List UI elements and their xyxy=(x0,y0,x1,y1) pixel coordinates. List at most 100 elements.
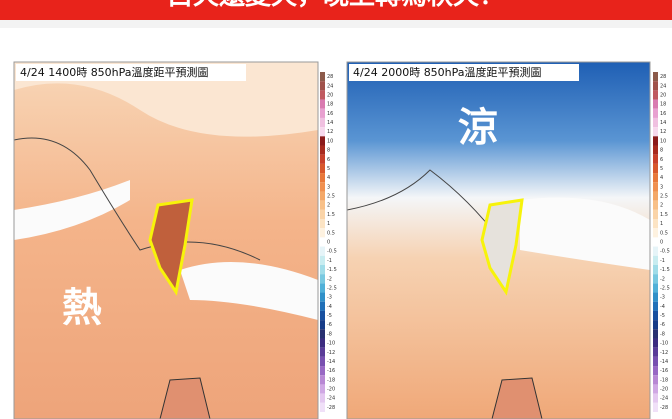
colorbar-label: 10 xyxy=(660,138,666,144)
colorbar-label: 12 xyxy=(327,129,333,135)
colorbar-label: -2 xyxy=(660,276,665,282)
colorbar-swatch xyxy=(320,283,325,293)
colorbar-label: 0.5 xyxy=(327,230,335,236)
colorbar-label: -1 xyxy=(327,258,332,264)
colorbar-swatch xyxy=(320,209,325,220)
colorbar-swatch xyxy=(653,292,658,302)
colorbar-swatch xyxy=(653,274,658,284)
map-right xyxy=(347,62,650,419)
colorbar-swatch xyxy=(653,320,658,330)
colorbar-label: -18 xyxy=(327,377,335,383)
colorbar-label: 1 xyxy=(327,221,330,227)
colorbar-label: 2 xyxy=(660,203,663,209)
colorbar-swatch xyxy=(653,154,658,164)
colorbar-swatch xyxy=(320,301,325,311)
colorbar-swatch xyxy=(320,246,325,256)
colorbar-label: -1.5 xyxy=(327,267,337,273)
colorbar-label: 18 xyxy=(660,102,666,108)
colorbar-swatch xyxy=(320,145,325,155)
colorbar-label: -24 xyxy=(327,396,335,402)
colorbar-swatch xyxy=(320,191,325,201)
map-frame xyxy=(13,61,319,419)
colorbar-label: -6 xyxy=(327,322,332,328)
colorbar-swatch xyxy=(320,154,325,164)
colorbar-swatch xyxy=(320,173,325,183)
colorbar-label: -10 xyxy=(660,341,668,347)
colorbar-label: 12 xyxy=(660,129,666,135)
colorbar-label: 18 xyxy=(327,102,333,108)
colorbar-label: 10 xyxy=(327,138,333,144)
colorbar-label: -8 xyxy=(327,331,332,337)
colorbar-label: 3 xyxy=(327,184,330,190)
colorbar-label: -18 xyxy=(660,377,668,383)
colorbar-label: 14 xyxy=(660,120,666,126)
colorbar-label: -12 xyxy=(327,350,335,356)
colorbar-swatch xyxy=(320,228,325,238)
colorbar-label: 24 xyxy=(660,83,666,89)
colorbar-label: -24 xyxy=(660,396,668,402)
colorbar-label: -2 xyxy=(327,276,332,282)
colorbar-swatch xyxy=(653,329,658,339)
colorbar-swatch xyxy=(320,393,325,403)
map-left xyxy=(14,62,318,419)
colorbar-swatch xyxy=(653,384,658,394)
colorbar-label: 3 xyxy=(660,184,663,190)
colorbar-label: 24 xyxy=(327,83,333,89)
colorbar-swatch xyxy=(653,393,658,403)
panel-label: 涼 xyxy=(458,105,498,151)
colorbar-swatch xyxy=(653,99,658,109)
colorbar-swatch xyxy=(653,283,658,293)
colorbar-swatch xyxy=(653,209,658,220)
colorbar-label: 5 xyxy=(327,166,330,172)
colorbar-label: 14 xyxy=(327,120,333,126)
colorbar-swatch xyxy=(653,108,658,118)
colorbar-label: -14 xyxy=(660,359,668,365)
colorbar-label: 2.5 xyxy=(327,194,335,200)
map-frame xyxy=(346,61,651,419)
colorbar-label: 8 xyxy=(660,148,663,154)
colorbar-label: -2.5 xyxy=(660,285,670,291)
colorbar-label: 1.5 xyxy=(327,212,335,218)
colorbar-swatch xyxy=(320,292,325,302)
colorbar-swatch xyxy=(320,329,325,339)
colorbar-swatch xyxy=(653,200,658,210)
colorbar-label: 28 xyxy=(327,74,333,80)
colorbar-swatch xyxy=(320,356,325,367)
colorbar-swatch xyxy=(320,219,325,229)
colorbar-swatch xyxy=(320,237,325,247)
colorbar-swatch xyxy=(653,402,658,412)
colorbar-label: -28 xyxy=(660,405,668,411)
colorbar-swatch xyxy=(653,163,658,174)
colorbar-swatch xyxy=(653,310,658,321)
colorbar-label: 4 xyxy=(327,175,330,181)
colorbar-swatch xyxy=(653,228,658,238)
colorbar-label: 16 xyxy=(327,111,333,117)
colorbar-swatch xyxy=(653,366,658,376)
colorbar-swatch xyxy=(320,108,325,118)
banner xyxy=(0,0,672,20)
colorbar-label: -0.5 xyxy=(660,249,670,255)
colorbar-label: 16 xyxy=(660,111,666,117)
colorbar-label: -2.5 xyxy=(327,285,337,291)
colorbar-swatch xyxy=(320,81,325,91)
colorbar-swatch xyxy=(320,72,325,82)
colorbar-swatch xyxy=(320,274,325,284)
colorbar-label: -4 xyxy=(327,304,332,310)
colorbar-label: -20 xyxy=(327,387,335,393)
colorbar-label: -20 xyxy=(660,387,668,393)
colorbar-label: -4 xyxy=(660,304,665,310)
colorbar-label: -8 xyxy=(660,331,665,337)
colorbar-swatch xyxy=(320,90,325,100)
colorbar-swatch xyxy=(320,163,325,174)
colorbar-label: -5 xyxy=(660,313,665,319)
colorbar-swatch xyxy=(653,145,658,155)
colorbar-label: 6 xyxy=(327,157,330,163)
colorbar-swatch xyxy=(320,136,325,146)
colorbar-swatch xyxy=(653,255,658,265)
colorbar-label: 28 xyxy=(660,74,666,80)
panel-title: 4/24 2000時 850hPa溫度距平預測圖 xyxy=(353,65,542,79)
colorbar-label: 5 xyxy=(660,166,663,172)
panel-title: 4/24 1400時 850hPa溫度距平預測圖 xyxy=(20,65,209,79)
colorbar-label: 0 xyxy=(660,240,663,246)
